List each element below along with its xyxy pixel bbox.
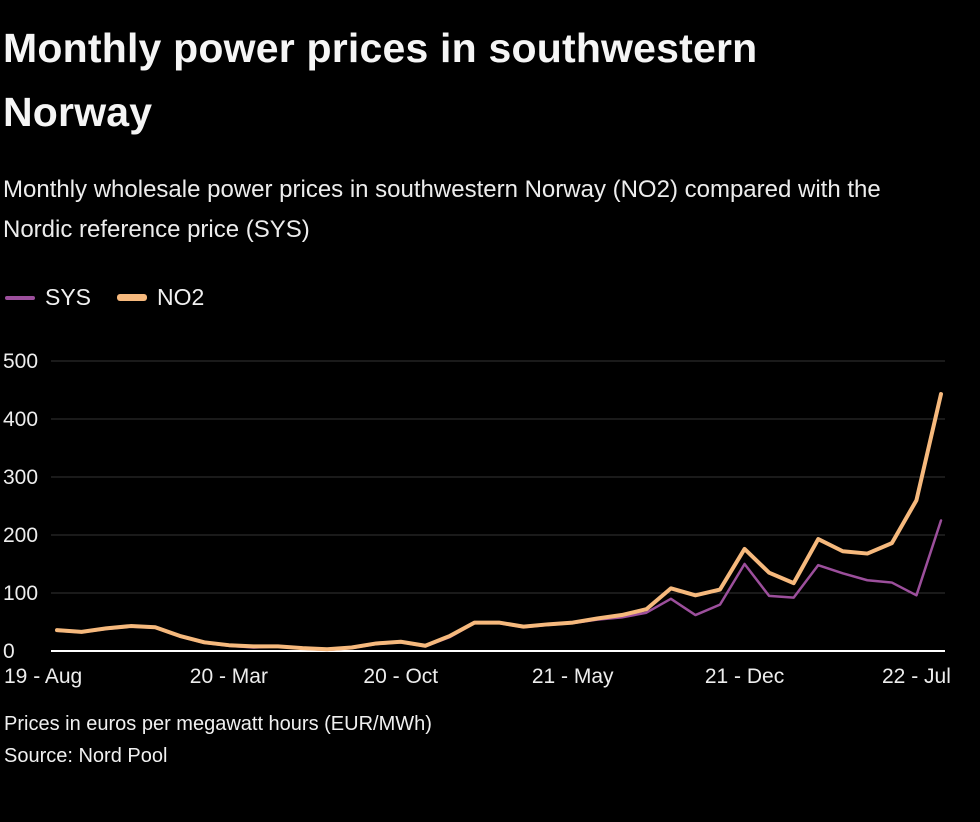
svg-text:20 - Oct: 20 - Oct [363,665,438,688]
sys-line-swatch-icon [5,295,35,300]
legend-item-sys: SYS [5,284,91,311]
no2-line-swatch-icon [117,294,148,301]
legend-label-no2: NO2 [157,284,205,310]
chart-subtitle: Monthly wholesale power prices in southw… [3,176,881,243]
svg-text:19 - Aug: 19 - Aug [4,665,82,688]
svg-text:200: 200 [3,524,38,547]
footnote-source: Source: Nord Pool [4,745,168,767]
chart-legend: SYS NO2 [5,284,962,311]
footnote-units: Prices in euros per megawatt hours (EUR/… [4,713,432,735]
svg-text:22 - Jul: 22 - Jul [882,665,951,688]
no2-price-line [55,392,943,652]
svg-text:300: 300 [3,466,38,489]
svg-text:400: 400 [3,408,38,431]
legend-label-sys: SYS [45,284,92,310]
chart-area: 0 100 200 300 400 500 19 - Aug 20 - Mar 20 - Oct… [3,337,962,694]
price-line-chart: 0 100 200 300 400 500 19 - Aug 20 - Mar 20 - Oct… [3,350,951,688]
svg-text:500: 500 [3,350,38,373]
chart-footer: Prices in euros per megawatt hours (EUR/… [4,708,962,772]
legend-item-no2: NO2 [117,284,204,311]
sys-price-line [55,519,943,652]
svg-text:100: 100 [3,582,38,605]
svg-text:20 - Mar: 20 - Mar [190,665,268,688]
svg-text:21 - Dec: 21 - Dec [705,665,784,688]
chart-title: Monthly power prices in southwestern Nor… [3,25,758,135]
svg-text:0: 0 [3,640,15,663]
svg-text:21 - May: 21 - May [532,665,614,688]
